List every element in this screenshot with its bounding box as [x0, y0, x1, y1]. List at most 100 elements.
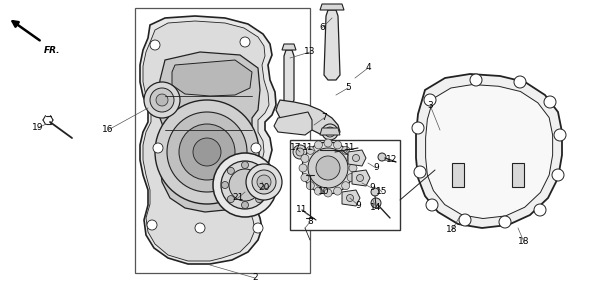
Circle shape — [150, 88, 174, 112]
Circle shape — [213, 153, 277, 217]
Circle shape — [554, 129, 566, 141]
Polygon shape — [416, 74, 562, 228]
Text: 15: 15 — [376, 188, 388, 197]
Circle shape — [306, 146, 314, 154]
Circle shape — [179, 124, 235, 180]
Polygon shape — [425, 85, 553, 219]
Circle shape — [255, 167, 263, 174]
Text: 3: 3 — [427, 101, 433, 110]
Text: 12: 12 — [386, 156, 398, 165]
Polygon shape — [512, 163, 524, 187]
Circle shape — [414, 166, 426, 178]
Circle shape — [241, 201, 248, 209]
Text: 17: 17 — [290, 144, 301, 153]
Text: 5: 5 — [345, 83, 351, 92]
Text: 18: 18 — [446, 225, 458, 234]
Circle shape — [246, 164, 282, 200]
Text: 18: 18 — [518, 237, 530, 247]
Text: 20: 20 — [258, 184, 270, 193]
Text: 14: 14 — [371, 203, 382, 213]
Circle shape — [167, 112, 247, 192]
Circle shape — [261, 182, 268, 188]
Polygon shape — [140, 16, 276, 264]
Circle shape — [342, 146, 350, 154]
Circle shape — [253, 223, 263, 233]
Circle shape — [352, 154, 359, 162]
Circle shape — [342, 182, 350, 190]
Polygon shape — [352, 170, 370, 186]
Circle shape — [534, 204, 546, 216]
Circle shape — [302, 142, 354, 194]
Circle shape — [193, 138, 221, 166]
Circle shape — [499, 216, 511, 228]
Text: 19: 19 — [32, 123, 44, 132]
Circle shape — [322, 124, 338, 140]
Circle shape — [333, 141, 342, 149]
Circle shape — [241, 162, 248, 169]
Circle shape — [306, 182, 314, 190]
Circle shape — [227, 196, 234, 203]
Polygon shape — [320, 128, 340, 135]
Circle shape — [150, 40, 160, 50]
Polygon shape — [342, 190, 360, 206]
Polygon shape — [158, 52, 260, 212]
Circle shape — [347, 154, 355, 163]
Text: 4: 4 — [365, 64, 371, 73]
Polygon shape — [143, 21, 269, 261]
Text: 8: 8 — [307, 218, 313, 226]
Text: 9: 9 — [373, 163, 379, 172]
Bar — [135, 8, 310, 273]
Polygon shape — [452, 163, 464, 187]
Text: 11: 11 — [344, 144, 356, 153]
Circle shape — [356, 175, 363, 182]
Circle shape — [195, 223, 205, 233]
Circle shape — [349, 164, 357, 172]
Text: 13: 13 — [304, 48, 316, 57]
Polygon shape — [282, 44, 296, 50]
Circle shape — [324, 189, 332, 197]
Circle shape — [156, 94, 168, 106]
Text: 10: 10 — [318, 188, 330, 197]
Circle shape — [251, 143, 261, 153]
Circle shape — [333, 187, 342, 195]
Polygon shape — [284, 50, 294, 104]
Circle shape — [314, 187, 322, 195]
Circle shape — [229, 163, 247, 181]
Circle shape — [296, 148, 304, 156]
Polygon shape — [324, 10, 340, 80]
Circle shape — [346, 194, 353, 201]
Circle shape — [301, 174, 309, 182]
Text: 9: 9 — [369, 184, 375, 193]
Text: 7: 7 — [321, 113, 327, 123]
Circle shape — [371, 198, 381, 208]
Polygon shape — [320, 4, 344, 10]
Polygon shape — [172, 60, 252, 96]
Circle shape — [325, 127, 335, 137]
Polygon shape — [274, 112, 312, 135]
Circle shape — [221, 182, 228, 188]
Circle shape — [470, 74, 482, 86]
Circle shape — [240, 37, 250, 47]
Circle shape — [301, 154, 309, 163]
Text: 16: 16 — [102, 126, 114, 135]
Circle shape — [371, 188, 379, 196]
Circle shape — [147, 220, 157, 230]
Text: 21: 21 — [232, 194, 244, 203]
Polygon shape — [276, 100, 340, 138]
Bar — [290, 140, 400, 230]
Circle shape — [308, 148, 348, 188]
Text: FR.: FR. — [44, 46, 61, 55]
Circle shape — [314, 141, 322, 149]
Circle shape — [459, 214, 471, 226]
Circle shape — [426, 199, 438, 211]
Text: 6: 6 — [319, 23, 325, 33]
Circle shape — [153, 143, 163, 153]
Polygon shape — [348, 150, 366, 166]
Circle shape — [324, 139, 332, 147]
Circle shape — [221, 161, 269, 209]
Circle shape — [424, 94, 436, 106]
Text: 11: 11 — [296, 206, 308, 215]
Circle shape — [227, 167, 234, 174]
Circle shape — [155, 100, 259, 204]
Text: 11: 11 — [302, 144, 314, 153]
